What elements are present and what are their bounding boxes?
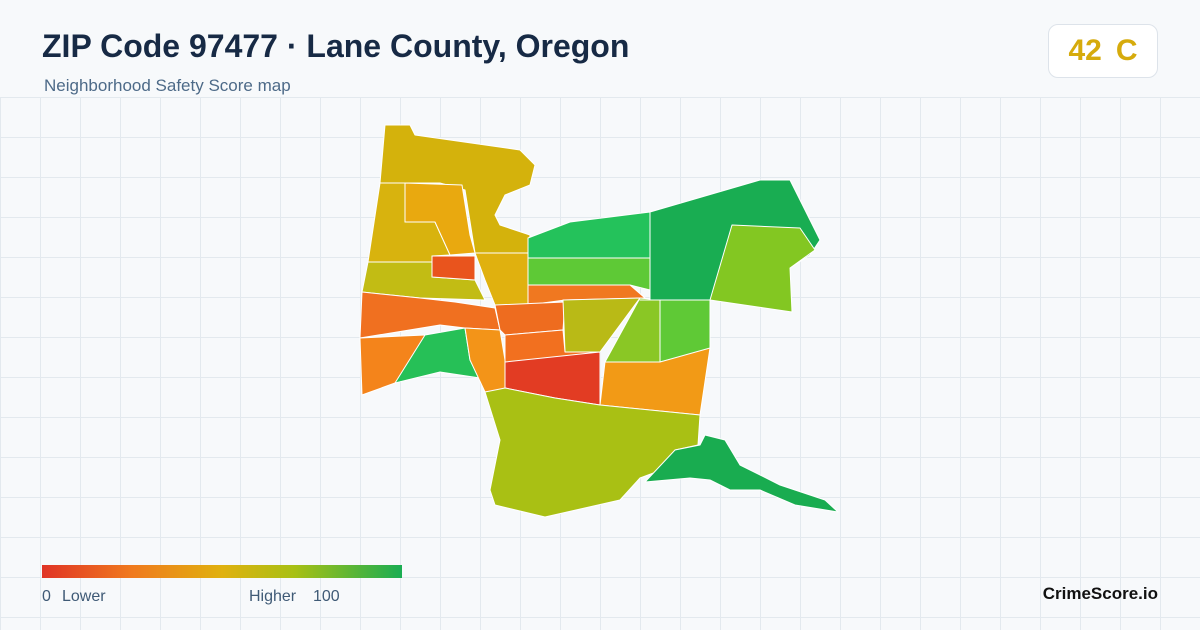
- neighborhood: [527, 257, 651, 291]
- neighborhoods: [359, 124, 839, 518]
- neighborhood: [494, 301, 566, 336]
- neighborhood: [527, 211, 651, 259]
- neighborhood: [464, 327, 506, 393]
- neighborhood: [644, 434, 839, 513]
- legend-max: 100: [313, 588, 340, 605]
- neighborhood: [599, 347, 711, 416]
- legend-gradient: [42, 565, 402, 578]
- neighborhood: [431, 255, 476, 281]
- legend-min-label: Lower: [62, 588, 106, 605]
- score-grade: C: [1115, 34, 1138, 67]
- score-badge: 42 C: [1048, 24, 1158, 78]
- brand: CrimeScore.io: [1042, 584, 1158, 603]
- score-value: 42: [1068, 34, 1102, 67]
- legend-max-label: Higher: [249, 588, 297, 605]
- subtitle: Neighborhood Safety Score map: [44, 76, 291, 95]
- legend-min: 0: [42, 588, 51, 605]
- neighborhood: [404, 182, 476, 256]
- neighborhood: [709, 224, 816, 313]
- title: ZIP Code 97477 · Lane County, Oregon: [42, 28, 630, 64]
